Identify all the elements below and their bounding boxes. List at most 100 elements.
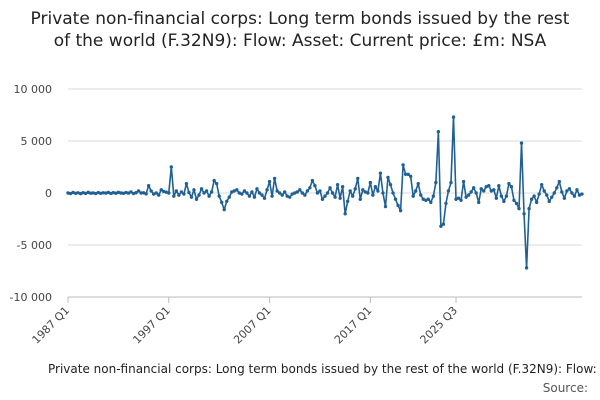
data-point [353, 187, 357, 191]
data-point [408, 174, 413, 179]
data-point [570, 191, 574, 195]
data-point [320, 197, 325, 201]
data-point [260, 193, 264, 197]
data-point [512, 198, 516, 202]
data-point [482, 189, 486, 193]
data-point [300, 191, 305, 195]
data-point [444, 201, 448, 206]
data-point [250, 190, 254, 194]
data-point [366, 191, 370, 195]
data-point [255, 187, 259, 191]
data-point [492, 188, 496, 192]
data-point [547, 199, 551, 204]
data-point [562, 196, 567, 200]
data-point [419, 193, 423, 197]
data-point [451, 115, 456, 119]
data-point [242, 189, 247, 193]
data-point [361, 188, 365, 192]
y-tick-label: 0 [45, 187, 52, 200]
data-point [378, 171, 383, 175]
chart-title: Private non-financial corps: Long term b… [30, 9, 570, 51]
data-point [197, 193, 201, 197]
data-point [119, 191, 123, 195]
data-point [199, 187, 204, 191]
data-point [257, 191, 262, 195]
data-point [461, 179, 466, 184]
data-point [252, 195, 257, 199]
data-point [288, 195, 292, 199]
data-point [386, 175, 390, 180]
data-point [439, 224, 443, 228]
data-point [99, 191, 103, 196]
data-point [411, 194, 415, 198]
data-point [426, 197, 430, 201]
data-point [275, 189, 279, 193]
x-tick-label: 1987 Q1 [30, 304, 73, 347]
y-axis: 10 000 5 000 0 -5 000 -10 000 [10, 83, 52, 304]
data-point [134, 190, 138, 195]
data-point [202, 191, 206, 195]
data-point [575, 188, 579, 192]
data-point [240, 192, 244, 196]
data-point [214, 181, 219, 186]
data-point [431, 194, 436, 198]
data-point [557, 179, 562, 184]
data-point [446, 189, 451, 193]
data-point [545, 193, 549, 197]
data-point [517, 206, 521, 211]
data-point [436, 129, 441, 134]
data-point [187, 190, 191, 195]
data-point [270, 194, 274, 198]
data-point [441, 222, 446, 226]
data-point [529, 197, 534, 201]
data-point [124, 190, 128, 195]
data-point [323, 194, 327, 198]
data-point [401, 163, 405, 167]
series-layer [66, 115, 584, 270]
data-point [459, 198, 463, 202]
data-point [335, 182, 340, 187]
data-point [532, 194, 536, 198]
source-label: Source: [542, 381, 588, 395]
data-point [172, 194, 176, 198]
data-point [464, 195, 468, 199]
data-point [358, 197, 362, 201]
data-point [393, 197, 398, 201]
data-point [277, 191, 282, 195]
data-point [154, 191, 158, 195]
data-point [159, 188, 163, 192]
data-point [184, 181, 189, 186]
data-point [282, 190, 287, 194]
data-point [222, 207, 226, 212]
data-point [565, 189, 569, 193]
data-point [487, 184, 491, 188]
data-point [308, 186, 312, 190]
data-point [519, 141, 524, 145]
data-point [265, 188, 269, 192]
x-tick-label: 2025 Q3 [418, 304, 461, 347]
data-point [429, 200, 433, 205]
data-point [267, 179, 272, 184]
data-point [328, 186, 332, 190]
data-point [471, 186, 476, 190]
data-point [502, 199, 506, 204]
data-point [527, 206, 531, 211]
data-point [348, 189, 352, 193]
data-point [182, 192, 186, 196]
data-point [479, 187, 483, 191]
x-tick-label: 1997 Q1 [130, 304, 173, 347]
data-point [406, 172, 410, 176]
data-point [497, 184, 501, 188]
data-point [345, 199, 350, 204]
data-point [280, 193, 284, 197]
data-point [66, 191, 70, 195]
data-point [449, 180, 453, 185]
data-point [373, 185, 378, 189]
data-point [338, 196, 342, 200]
data-point [580, 192, 584, 196]
data-point [298, 188, 302, 192]
data-point [212, 178, 216, 183]
data-point [456, 196, 461, 200]
data-point [73, 191, 78, 196]
